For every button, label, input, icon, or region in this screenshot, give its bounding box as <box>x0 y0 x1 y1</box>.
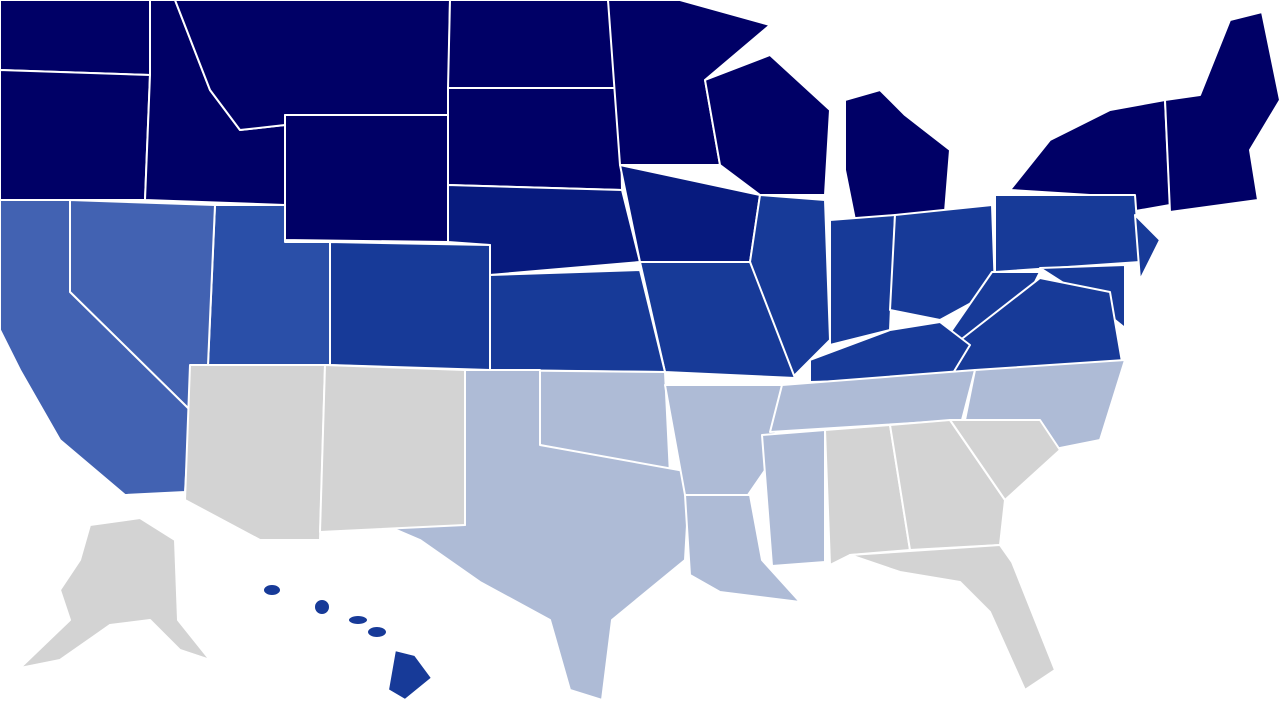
state-ms <box>761 429 826 567</box>
state-nm <box>319 364 466 533</box>
state-sc <box>949 419 1061 501</box>
state-co <box>329 241 491 371</box>
state-nj <box>1134 214 1161 281</box>
state-nd <box>447 0 621 89</box>
state-sd <box>447 87 623 191</box>
state-wy <box>284 114 449 243</box>
state-ks <box>489 269 666 373</box>
state-hi-island <box>347 614 369 626</box>
state-fl <box>849 544 1056 691</box>
state-in <box>829 214 896 346</box>
state-ar <box>664 384 783 496</box>
state-hi-big-island <box>387 649 433 701</box>
state-new-england <box>1164 11 1280 213</box>
state-oh <box>889 204 996 321</box>
state-wi <box>704 54 831 196</box>
state-az <box>184 364 326 541</box>
state-ak <box>19 517 211 669</box>
state-pa <box>994 194 1141 273</box>
state-wa <box>0 0 151 76</box>
state-hi-island <box>313 598 331 616</box>
state-or <box>0 69 151 201</box>
state-hi-island <box>366 625 388 639</box>
state-ca <box>0 199 191 496</box>
state-mi <box>844 89 951 221</box>
state-hi-island <box>262 583 282 597</box>
state-ga <box>889 419 1006 551</box>
state-la <box>684 494 801 603</box>
